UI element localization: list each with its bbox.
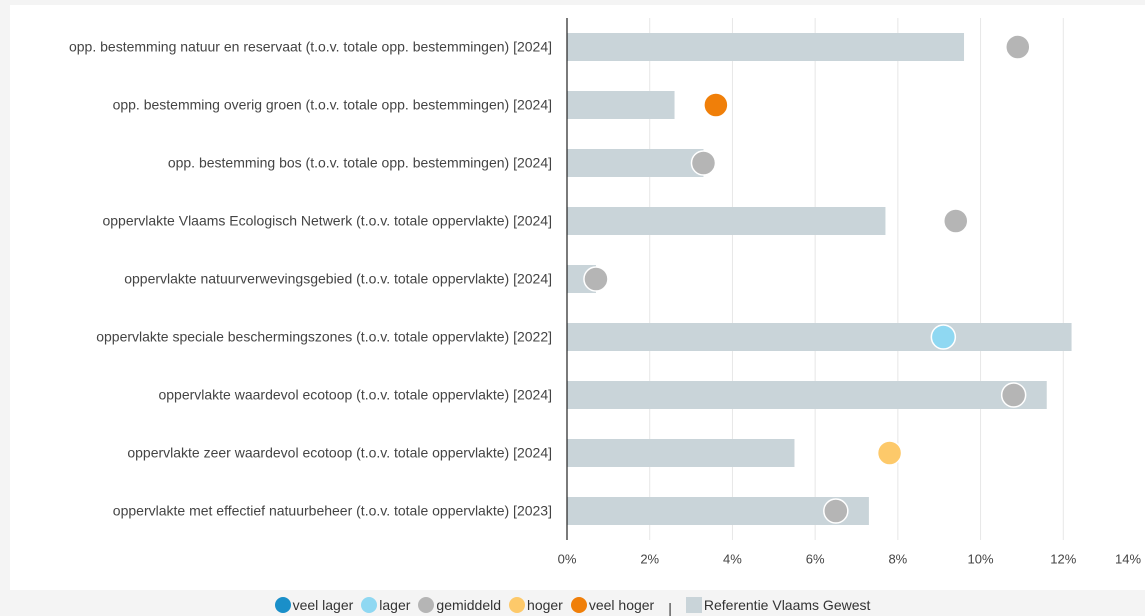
bar (567, 149, 704, 177)
legend-swatch (685, 597, 702, 613)
bar (567, 381, 1047, 409)
x-tick-label: 10% (968, 551, 994, 566)
legend-swatch (361, 597, 378, 613)
bar (567, 91, 675, 119)
legend-label: Referentie Vlaams Gewest (703, 597, 871, 613)
dot (823, 498, 849, 524)
x-tick-label: 4% (723, 551, 742, 566)
bar (567, 207, 886, 235)
legend-item: veel lager (274, 597, 354, 613)
legend-separator: | (668, 600, 672, 616)
category-label: oppervlakte waardevol ecotoop (t.o.v. to… (158, 386, 552, 403)
category-label: oppervlakte speciale beschermingszones (… (96, 328, 552, 345)
dot (943, 208, 969, 234)
legend: veel lager lager gemiddeld hoger veel hoger |… (0, 597, 1145, 616)
x-tick-label: 8% (888, 551, 907, 566)
legend-swatch (418, 597, 435, 613)
legend-label: lager (379, 597, 411, 613)
dot (703, 92, 729, 118)
legend-swatch (274, 597, 291, 613)
dot (690, 150, 717, 176)
legend-item: veel hoger (570, 597, 655, 613)
category-label: opp. bestemming overig groen (t.o.v. tot… (112, 96, 552, 113)
legend-swatch (509, 597, 526, 613)
dot (930, 324, 957, 350)
dot (1000, 382, 1027, 408)
legend-item: gemiddeld (418, 597, 501, 613)
category-label: opp. bestemming natuur en reservaat (t.o… (68, 38, 552, 55)
legend-item: lager (361, 597, 410, 613)
x-tick-label: 14% (1115, 551, 1141, 566)
bar (567, 323, 1072, 351)
category-label: oppervlakte met effectief natuurbeheer (… (112, 502, 552, 519)
dot (583, 266, 609, 292)
category-label: oppervlakte Vlaams Ecologisch Netwerk (t… (102, 212, 552, 229)
x-tick-label: 0% (558, 551, 577, 566)
legend-item: Referentie Vlaams Gewest (685, 597, 871, 613)
x-tick-label: 12% (1050, 551, 1076, 566)
legend-label: veel lager (292, 597, 354, 613)
category-label: oppervlakte natuurverwevingsgebied (t.o.… (124, 270, 552, 287)
legend-item: hoger (509, 597, 563, 613)
category-label: opp. bestemming bos (t.o.v. totale opp. … (167, 154, 552, 171)
dot (876, 440, 903, 466)
dot (1005, 34, 1031, 60)
legend-swatch (570, 597, 587, 613)
legend-label: veel hoger (588, 597, 655, 613)
category-label: oppervlakte zeer waardevol ecotoop (t.o.… (127, 444, 552, 461)
legend-label: gemiddeld (436, 597, 502, 613)
x-tick-label: 2% (640, 551, 659, 566)
legend-label: hoger (527, 597, 563, 613)
x-tick-label: 6% (806, 551, 825, 566)
bar (567, 439, 795, 467)
bar (567, 497, 869, 525)
bar (567, 33, 965, 61)
